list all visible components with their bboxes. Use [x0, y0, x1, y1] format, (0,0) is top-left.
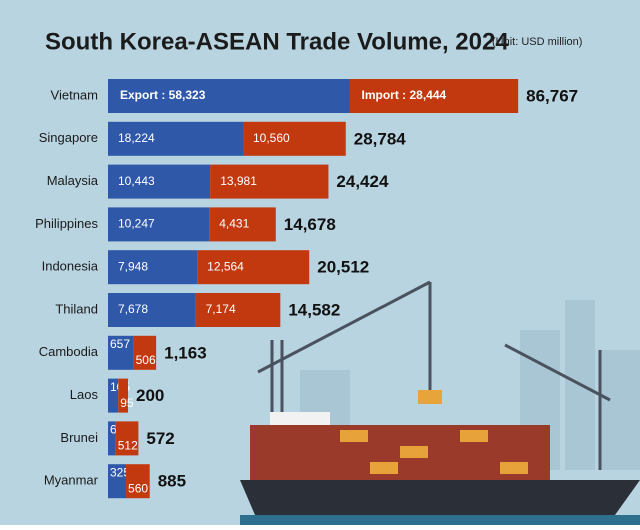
- chart-subtitle: (Unit: USD million): [492, 36, 582, 48]
- value-label: 13,981: [220, 174, 257, 188]
- total-label: 20,512: [317, 258, 369, 277]
- value-label: 560: [128, 481, 148, 495]
- value-label: 18,224: [118, 131, 155, 145]
- bar-segment: [108, 335, 134, 370]
- value-label: 325: [110, 465, 130, 479]
- value-label: 7,678: [118, 302, 148, 316]
- crane: [257, 280, 611, 470]
- bar-segment: [108, 378, 119, 413]
- chart-title: South Korea-ASEAN Trade Volume, 2024: [45, 28, 509, 55]
- bar-segment: [108, 207, 210, 242]
- value-label: 95: [120, 396, 134, 410]
- bar-segment: [349, 79, 519, 113]
- bar-segment: [108, 293, 196, 327]
- value-label: 10,247: [118, 217, 155, 231]
- country-label: Brunei: [60, 430, 98, 445]
- bar-segment: [242, 121, 346, 156]
- bar-segment: [108, 464, 127, 499]
- country-label: Singapore: [39, 130, 98, 145]
- country-label: Malaysia: [47, 173, 99, 188]
- value-label: 7,948: [118, 259, 148, 273]
- bar-segment: [108, 421, 116, 456]
- bar-segment: [108, 164, 211, 199]
- bar-segment: [197, 250, 310, 285]
- value-label: 7,174: [206, 302, 236, 316]
- total-label: 28,784: [354, 129, 407, 148]
- country-label: Thiland: [55, 301, 98, 316]
- value-label: 512: [118, 439, 138, 453]
- country-label: Cambodia: [39, 344, 99, 359]
- bar-segment: [210, 164, 329, 199]
- bar-segment: [108, 250, 198, 285]
- bar-segment: [108, 79, 350, 113]
- ship: [240, 412, 640, 525]
- total-label: 86,767: [526, 86, 578, 105]
- country-label: Laos: [70, 387, 99, 402]
- total-label: 14,582: [288, 300, 340, 319]
- bar-segment: [118, 378, 128, 413]
- bar-segment: [133, 335, 157, 370]
- country-label: Indonesia: [42, 259, 99, 274]
- value-label: 12,564: [207, 259, 244, 273]
- bar-segment: [126, 464, 150, 499]
- country-label: Vietnam: [51, 87, 98, 102]
- total-label: 885: [158, 472, 186, 491]
- bar-segment: [209, 207, 276, 242]
- total-label: 1,163: [164, 343, 207, 362]
- hook-load: [418, 390, 442, 404]
- value-label: 10,443: [118, 174, 155, 188]
- value-label: Import : 28,444: [362, 88, 447, 102]
- total-label: 200: [136, 386, 164, 405]
- country-label: Philippines: [35, 216, 98, 231]
- total-label: 14,678: [284, 215, 336, 234]
- total-label: 572: [146, 429, 174, 448]
- value-label: Export : 58,323: [120, 88, 206, 102]
- total-label: 24,424: [336, 172, 389, 191]
- country-label: Myanmar: [44, 473, 99, 488]
- value-label: 506: [136, 353, 156, 367]
- bar-segment: [195, 293, 281, 327]
- value-label: 10,560: [253, 131, 290, 145]
- bar-segment: [115, 421, 139, 456]
- value-label: 657: [110, 337, 130, 351]
- bar-segment: [108, 121, 243, 156]
- value-label: 4,431: [219, 217, 249, 231]
